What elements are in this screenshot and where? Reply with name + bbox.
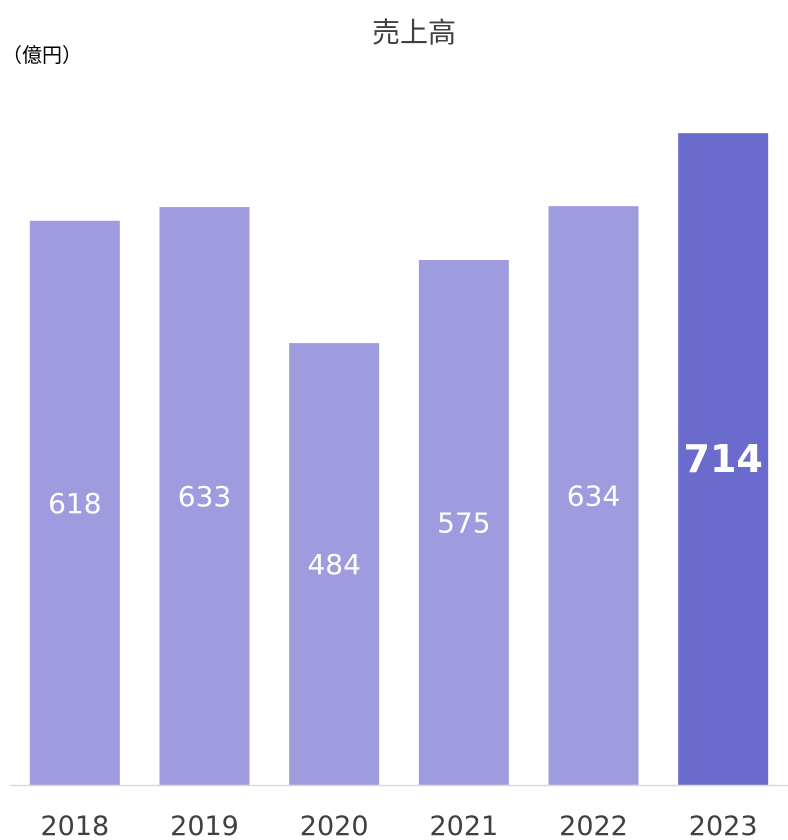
data-label-2022: 634	[567, 480, 620, 513]
data-label-2020: 484	[307, 548, 360, 581]
x-tick-labels: 2018 2019 2020 2021 2022 2023	[40, 811, 757, 840]
chart-title: 売上高	[372, 16, 456, 49]
data-label-2021: 575	[437, 507, 490, 540]
x-tick-label-2020: 2020	[300, 811, 369, 840]
bars-group	[30, 133, 768, 785]
data-label-2023: 714	[684, 437, 763, 481]
x-tick-label-2021: 2021	[429, 811, 498, 840]
x-tick-label-2018: 2018	[40, 811, 109, 840]
data-labels: 618 633 484 575 634 714	[48, 437, 763, 581]
data-label-2018: 618	[48, 487, 101, 520]
x-tick-label-2022: 2022	[559, 811, 628, 840]
unit-label: （億円）	[2, 43, 82, 67]
x-tick-label-2023: 2023	[689, 811, 758, 840]
x-tick-label-2019: 2019	[170, 811, 239, 840]
data-label-2019: 633	[178, 480, 231, 513]
